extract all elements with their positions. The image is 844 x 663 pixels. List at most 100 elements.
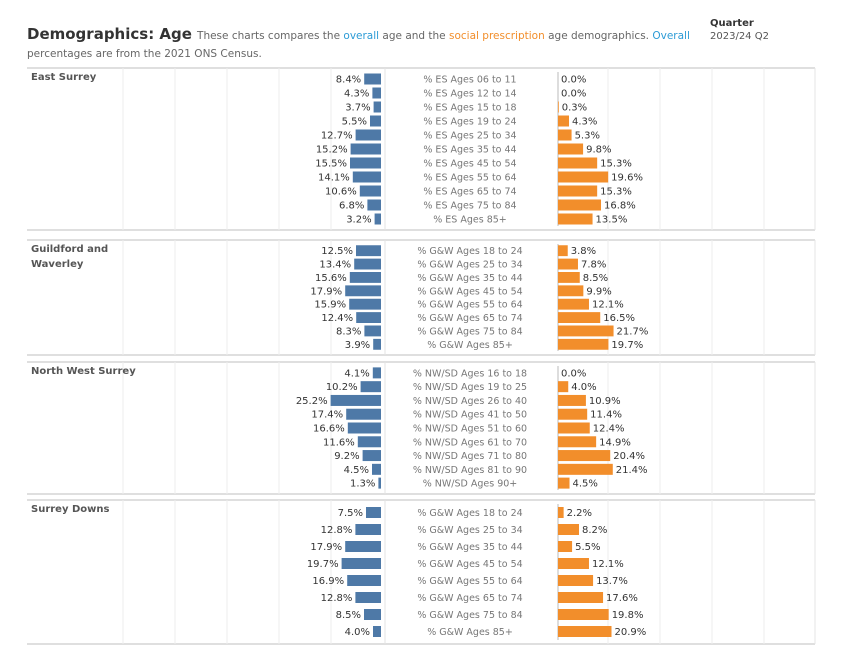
age-category-label: % G&W Ages 18 to 24	[417, 246, 522, 257]
age-category-label: % ES Ages 65 to 74	[423, 187, 516, 198]
overall-bar	[362, 450, 381, 462]
overall-bar	[354, 258, 381, 270]
overall-bar	[356, 312, 381, 323]
chart-title-block: Demographics: Age These charts compares …	[27, 26, 707, 62]
social-value-label: 8.5%	[583, 273, 608, 284]
age-category-label: % G&W Ages 45 to 54	[417, 559, 522, 570]
social-word: social prescription	[449, 30, 545, 42]
social-value-label: 0.0%	[561, 368, 586, 379]
region-label: North West Surrey	[31, 366, 136, 377]
social-value-label: 8.2%	[582, 525, 607, 536]
social-value-label: 19.7%	[611, 340, 643, 351]
age-category-label: % G&W Ages 18 to 24	[417, 508, 522, 519]
overall-bar	[347, 422, 381, 434]
age-category-label: % ES Ages 19 to 24	[423, 117, 516, 128]
overall-value-label: 10.2%	[326, 382, 358, 393]
region-panel: North West Surrey 4.1% % NW/SD Ages 16 to …	[27, 361, 816, 495]
social-value-label: 16.8%	[604, 201, 636, 212]
overall-value-label: 4.5%	[344, 465, 369, 476]
overall-word-2: Overall	[652, 30, 690, 42]
age-category-label: % NW/SD Ages 51 to 60	[413, 424, 527, 435]
social-bar	[558, 381, 569, 393]
age-category-label: % G&W Ages 75 to 84	[417, 326, 522, 337]
overall-bar	[355, 592, 381, 603]
quarter-filter-value[interactable]: 2023/24 Q2	[710, 31, 769, 42]
overall-bar	[360, 381, 381, 393]
age-category-label: % G&W Ages 25 to 34	[417, 525, 522, 536]
age-category-label: % ES Ages 85+	[433, 215, 507, 226]
overall-bar	[359, 185, 381, 197]
social-bar	[558, 157, 598, 169]
overall-bar	[367, 199, 381, 211]
social-bar	[558, 575, 594, 586]
region-panel: Surrey Downs 7.5% % G&W Ages 18 to 24 2.2% 1…	[27, 499, 816, 645]
social-value-label: 11.4%	[590, 410, 622, 421]
age-category-label: % G&W Ages 35 to 44	[417, 273, 522, 284]
social-value-label: 12.1%	[592, 300, 624, 311]
overall-value-label: 5.5%	[342, 117, 367, 128]
social-value-label: 0.0%	[561, 75, 586, 86]
overall-value-label: 8.5%	[336, 610, 361, 621]
social-bar	[558, 143, 584, 155]
overall-bar	[355, 524, 381, 535]
region-label: Surrey Downs	[31, 504, 109, 515]
overall-bar	[364, 73, 381, 85]
overall-bar	[370, 115, 381, 127]
age-category-label: % ES Ages 12 to 14	[423, 89, 516, 100]
overall-value-label: 12.4%	[321, 313, 353, 324]
overall-value-label: 4.0%	[345, 627, 370, 638]
quarter-filter[interactable]: Quarter 2023/24 Q2	[710, 18, 769, 42]
overall-bar	[349, 298, 381, 310]
overall-bar	[372, 463, 381, 475]
overall-bar	[372, 367, 381, 379]
overall-value-label: 11.6%	[323, 437, 355, 448]
social-value-label: 4.5%	[573, 479, 598, 490]
social-value-label: 21.7%	[617, 326, 649, 337]
social-value-label: 17.6%	[606, 593, 638, 604]
social-bar	[558, 185, 598, 197]
age-category-label: % ES Ages 35 to 44	[423, 145, 516, 156]
social-bar	[558, 477, 570, 489]
overall-bar	[347, 575, 381, 586]
overall-bar	[346, 408, 381, 420]
desc-part-3: age demographics.	[548, 30, 650, 42]
social-bar	[558, 609, 609, 620]
overall-bar	[373, 101, 381, 113]
social-bar	[558, 129, 572, 141]
overall-bar	[345, 285, 381, 297]
social-value-label: 10.9%	[589, 396, 621, 407]
overall-value-label: 1.3%	[350, 479, 375, 490]
overall-value-label: 4.3%	[344, 89, 369, 100]
age-category-label: % G&W Ages 25 to 34	[417, 260, 522, 271]
overall-value-label: 6.8%	[339, 201, 364, 212]
age-category-label: % ES Ages 75 to 84	[423, 201, 516, 212]
social-bar	[558, 507, 564, 518]
overall-bar	[345, 541, 381, 552]
social-bar	[558, 272, 580, 283]
social-bar	[558, 258, 578, 270]
overall-bar	[341, 558, 381, 569]
social-value-label: 0.0%	[561, 89, 586, 100]
overall-value-label: 12.8%	[321, 525, 353, 536]
age-category-label: % G&W Ages 85+	[427, 340, 513, 351]
overall-value-label: 10.6%	[325, 187, 357, 198]
social-value-label: 16.5%	[603, 313, 635, 324]
social-bar	[558, 285, 584, 297]
social-value-label: 4.3%	[572, 117, 597, 128]
age-category-label: % NW/SD Ages 81 to 90	[413, 465, 527, 476]
overall-bar	[366, 507, 381, 518]
age-category-label: % G&W Ages 35 to 44	[417, 542, 522, 553]
social-bar	[558, 298, 589, 310]
overall-value-label: 9.2%	[334, 451, 359, 462]
social-bar	[558, 422, 590, 434]
desc-part-1: These charts compares the	[197, 30, 341, 42]
age-category-label: % G&W Ages 45 to 54	[417, 286, 522, 297]
overall-value-label: 12.5%	[321, 246, 353, 257]
social-bar	[558, 325, 614, 337]
overall-value-label: 15.5%	[315, 159, 347, 170]
age-category-label: % NW/SD Ages 41 to 50	[413, 410, 527, 421]
desc-part-4: percentages are from the 2021 ONS Census…	[27, 48, 262, 60]
social-bar	[558, 626, 612, 637]
age-category-label: % G&W Ages 75 to 84	[417, 610, 522, 621]
